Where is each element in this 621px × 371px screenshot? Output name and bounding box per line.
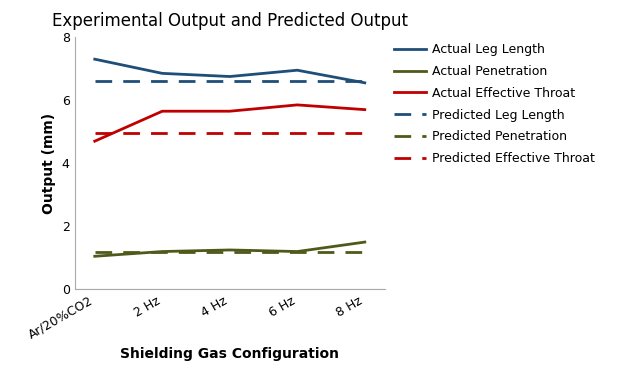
Title: Experimental Output and Predicted Output: Experimental Output and Predicted Output (52, 12, 408, 30)
Y-axis label: Output (mm): Output (mm) (42, 113, 56, 214)
Legend: Actual Leg Length, Actual Penetration, Actual Effective Throat, Predicted Leg Le: Actual Leg Length, Actual Penetration, A… (394, 43, 595, 165)
X-axis label: Shielding Gas Configuration: Shielding Gas Configuration (120, 347, 339, 361)
